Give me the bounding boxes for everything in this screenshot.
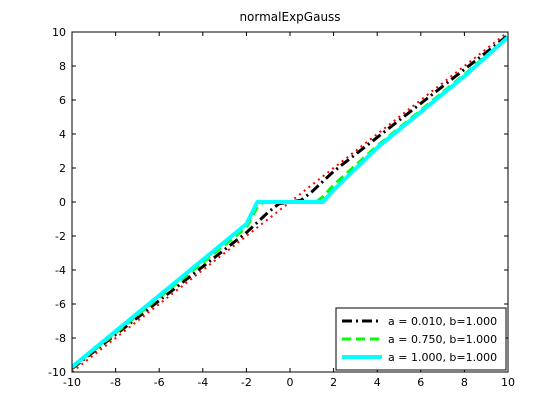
y-tick-label: 2 xyxy=(59,162,66,175)
x-tick-label: -4 xyxy=(197,376,208,389)
legend-label-2: a = 0.750, b=1.000 xyxy=(388,333,497,346)
plot-clip-group xyxy=(72,32,508,372)
x-tick-label: 4 xyxy=(374,376,381,389)
y-tick-label: -8 xyxy=(55,332,66,345)
legend-label-1: a = 0.010, b=1.000 xyxy=(388,315,497,328)
y-tick-label: 6 xyxy=(59,94,66,107)
y-tick-label: 0 xyxy=(59,196,66,209)
y-tick-label: -4 xyxy=(55,264,66,277)
legend: a = 0.010, b=1.000 a = 0.750, b=1.000 a = … xyxy=(335,307,507,371)
x-tick-label: 8 xyxy=(461,376,468,389)
legend-label-3: a = 1.000, b=1.000 xyxy=(388,351,497,364)
y-tick-label: -10 xyxy=(48,366,66,379)
y-tick-label: 10 xyxy=(52,26,66,39)
chart-title: normalExpGauss xyxy=(239,10,340,24)
x-tick-label: 6 xyxy=(417,376,424,389)
y-tick-label: -6 xyxy=(55,298,66,311)
x-tick-label: -2 xyxy=(241,376,252,389)
x-tick-label: 10 xyxy=(501,376,515,389)
x-tick-label: -10 xyxy=(63,376,81,389)
ticks-group: -10 -8 -6 -4 -2 0 2 4 6 8 10 -10 -8 -6 -4 -2 0 2 4 6 8 10 xyxy=(48,26,515,389)
x-tick-label: 0 xyxy=(287,376,294,389)
legend-box xyxy=(335,307,507,371)
x-tick-label: 2 xyxy=(330,376,337,389)
y-tick-label: 8 xyxy=(59,60,66,73)
x-tick-label: -8 xyxy=(110,376,121,389)
series-line-3 xyxy=(72,35,508,369)
y-tick-label: -2 xyxy=(55,230,66,243)
y-tick-label: 4 xyxy=(59,128,66,141)
x-tick-label: -6 xyxy=(154,376,165,389)
